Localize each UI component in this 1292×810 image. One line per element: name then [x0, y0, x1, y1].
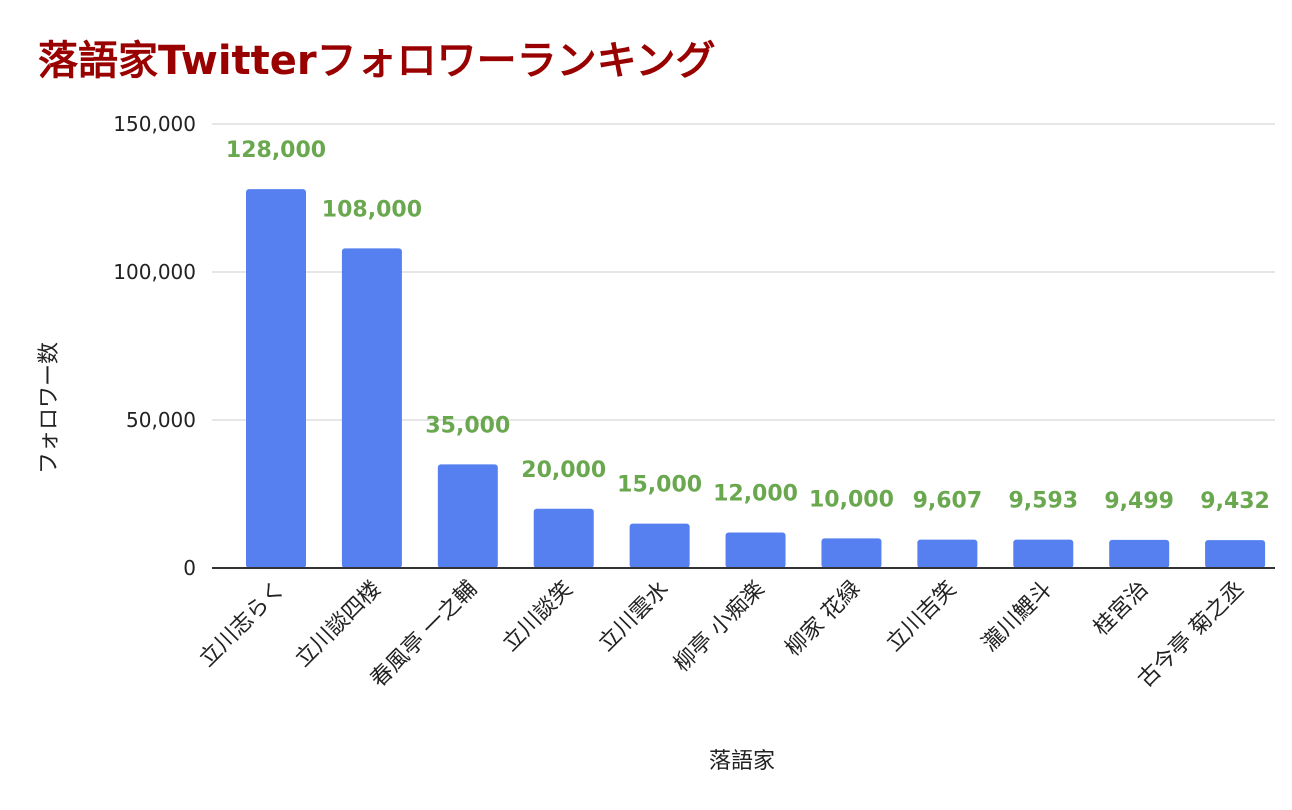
bar: [437, 464, 498, 568]
x-category-label: 立川談笑: [498, 577, 578, 657]
bar: [1205, 540, 1266, 568]
data-label: 10,000: [809, 487, 894, 512]
x-category-label: 柳亭 小痴楽: [669, 577, 769, 677]
x-category-label: 立川志らく: [195, 577, 290, 672]
bar: [917, 539, 978, 568]
x-axis-title: 落語家: [709, 749, 775, 774]
data-label: 15,000: [617, 473, 702, 498]
bars: [246, 189, 1266, 568]
y-tick-label: 150,000: [113, 112, 196, 136]
bar: [1109, 539, 1170, 568]
x-category-label: 瀧川鯉斗: [978, 577, 1058, 657]
bar: [725, 532, 786, 568]
bar: [821, 538, 882, 568]
x-category-label: 桂宮治: [1089, 577, 1153, 641]
data-label: 12,000: [713, 481, 798, 506]
data-label: 108,000: [322, 197, 422, 222]
data-label: 9,593: [1008, 489, 1078, 514]
bar: [246, 189, 306, 568]
x-category-label: 立川談四楼: [291, 577, 386, 672]
bar: [629, 523, 690, 568]
bar: [341, 248, 402, 568]
y-tick-label: 50,000: [126, 408, 196, 432]
y-axis-ticks: 0 50,000 100,000 150,000: [113, 112, 196, 580]
y-axis-title: フォロワー数: [37, 342, 62, 474]
data-label: 9,432: [1200, 489, 1270, 514]
x-category-label: 柳家 花緑: [781, 577, 866, 662]
bar: [533, 508, 594, 568]
data-label: 9,607: [913, 489, 983, 514]
data-labels: 128,000 108,000 35,000 20,000 15,000 12,000 10…: [226, 138, 1270, 514]
y-tick-label: 0: [183, 556, 196, 580]
chart-title: 落語家Twitterフォロワーランキング: [38, 38, 716, 84]
x-category-label: 立川吉笑: [882, 577, 962, 657]
data-label: 35,000: [425, 413, 510, 438]
data-label: 9,499: [1104, 489, 1174, 514]
y-tick-label: 100,000: [113, 260, 196, 284]
data-label: 128,000: [226, 138, 326, 163]
bar: [1013, 539, 1074, 568]
data-label: 20,000: [521, 458, 606, 483]
x-category-label: 立川雲水: [594, 577, 674, 657]
